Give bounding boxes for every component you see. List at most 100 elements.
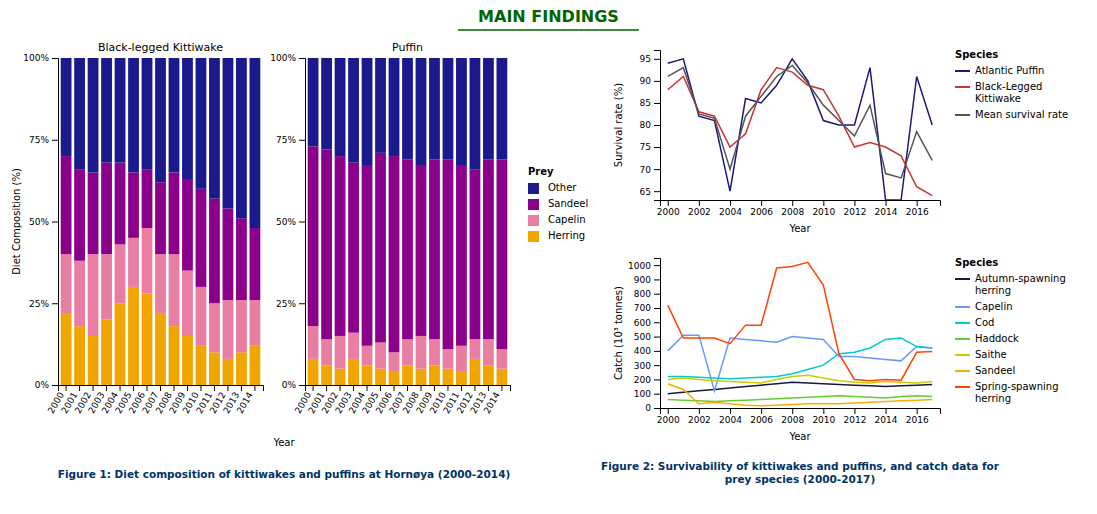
tick-mark [474, 385, 475, 391]
tick-mark [488, 385, 489, 391]
bar-segment [443, 349, 454, 369]
x-axis: 200020022004200620082010201220142016 [657, 200, 941, 217]
tick-mark [730, 200, 731, 206]
tick-label: 2014 [875, 415, 898, 425]
tick-mark [654, 408, 660, 409]
tick-mark [173, 385, 174, 391]
tick: 2002 [688, 408, 711, 425]
bar-segment [389, 372, 400, 385]
tick-mark [299, 58, 305, 59]
legend-label: Spring-spawningherring [975, 381, 1059, 404]
bar-segment [483, 365, 494, 385]
tick-mark [241, 385, 242, 391]
y-axis: 01002003004005006007008009001000 [628, 259, 660, 414]
bar-segment [470, 58, 481, 169]
tick-label: 0% [282, 380, 297, 390]
tick-label: 2006 [750, 207, 773, 217]
bar-segment [416, 369, 427, 385]
tick-mark [160, 385, 161, 391]
legend-label: Atlantic Puffin [975, 65, 1044, 76]
tick-mark [353, 385, 354, 391]
axis-line [661, 201, 941, 207]
tick-mark [823, 408, 824, 414]
bar-segment [362, 58, 373, 166]
bar-segment [223, 208, 234, 300]
axis-line [299, 59, 306, 386]
tick: 2010 [812, 408, 835, 425]
tick: 100 [634, 389, 660, 399]
bar-segment [321, 150, 332, 340]
axis-line [661, 409, 941, 415]
tick: 2010 [812, 200, 835, 217]
tick: 2006 [750, 200, 773, 217]
tick: 900 [634, 275, 660, 285]
bar-segment [250, 346, 261, 385]
bar-segment [74, 169, 85, 261]
bar-segment [321, 58, 332, 150]
tick: 200 [634, 375, 660, 385]
tick-label: 600 [634, 318, 651, 328]
axis-title: Year [788, 223, 811, 234]
bar-segment [443, 58, 454, 159]
x-axis: 2000200120022003200420052006200720082009… [46, 385, 264, 415]
tick: 2012 [843, 408, 866, 425]
legend-label: Saithe [975, 349, 1007, 360]
tick-mark [340, 385, 341, 391]
axis-title: Catch (10³ tonnes) [613, 286, 624, 380]
tick-mark [854, 200, 855, 206]
legend-label: Capelin [975, 301, 1013, 312]
tick: 2006 [750, 408, 773, 425]
bar-segment [169, 326, 180, 385]
bar-segment [74, 261, 85, 326]
tick: 75 [640, 142, 660, 152]
tick-label: 2012 [843, 207, 866, 217]
tick-mark [792, 408, 793, 414]
panel: 2000200220042006200820102012201420160100… [613, 259, 941, 443]
tick-mark [654, 308, 660, 309]
tick-mark [654, 59, 660, 60]
bar-segment [416, 58, 427, 166]
tick-mark [299, 385, 305, 386]
legend-swatch [528, 231, 539, 242]
tick-label: 50% [276, 217, 296, 227]
tick-mark [654, 265, 660, 266]
tick-label: 2010 [812, 207, 835, 217]
tick-mark [501, 385, 502, 391]
bar-segment [101, 58, 112, 163]
caption: Figure 1: Diet composition of kittiwakes… [58, 468, 511, 480]
axis-line [654, 51, 661, 201]
panel-title: Black-legged Kittiwake [98, 41, 223, 54]
bar-segment [88, 336, 99, 385]
tick-label: 75% [29, 135, 49, 145]
tick-label: 2002 [688, 207, 711, 217]
bar-segment [142, 169, 153, 228]
tick-label: 900 [634, 275, 651, 285]
tick: 80 [640, 120, 660, 130]
tick: 2016 [906, 408, 929, 425]
tick: 2000 [657, 408, 680, 425]
axis-line [59, 386, 264, 392]
tick-mark [654, 103, 660, 104]
tick-label: 2016 [906, 207, 929, 217]
tick-label: 100 [634, 389, 651, 399]
tick: 50% [29, 217, 58, 227]
tick: 0% [35, 380, 58, 390]
plot-area [61, 58, 261, 385]
bar-segment [61, 313, 72, 385]
x-axis: 2000200120022003200420052006200720082009… [293, 385, 511, 415]
bar-segment [335, 58, 346, 156]
bar-segment [348, 333, 359, 359]
bar-segment [456, 58, 467, 166]
tick: 85 [640, 98, 660, 108]
tick-mark [313, 385, 314, 391]
bar-segment [389, 156, 400, 352]
tick-mark [326, 385, 327, 391]
bar-segment [155, 313, 166, 385]
bar-segment [497, 58, 508, 159]
line [668, 65, 932, 177]
tick: 2004 [719, 200, 742, 217]
tick-mark [761, 200, 762, 206]
legend-swatch [955, 114, 970, 116]
bar-segment [348, 359, 359, 385]
legend-title: Species [955, 49, 998, 60]
